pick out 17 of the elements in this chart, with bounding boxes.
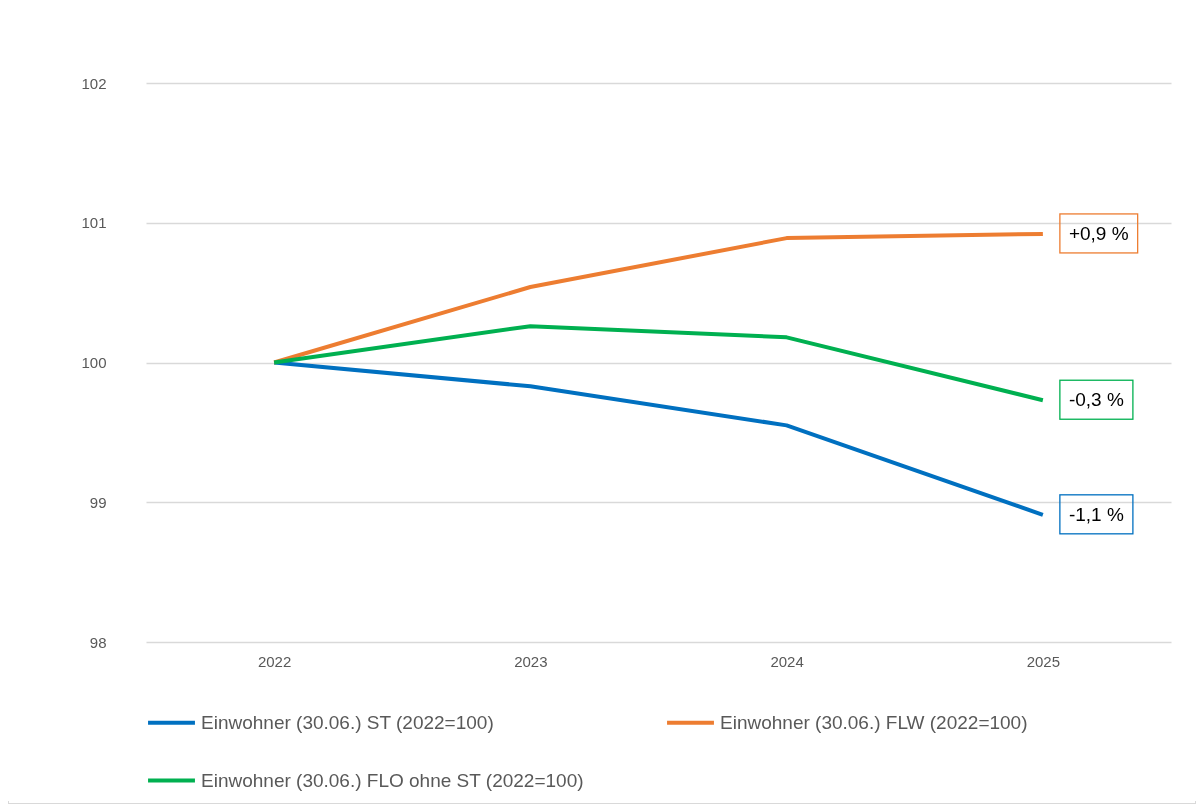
x-tick-label: 2024 (770, 652, 804, 670)
y-tick-label: 99 (89, 493, 107, 511)
annotation: -1,1 % (1068, 503, 1124, 525)
legend-label: Einwohner (30.06.) ST (2022=100) (201, 711, 494, 733)
y-tick-label: 100 (81, 354, 107, 371)
line-series (272, 324, 1045, 403)
y-tick-label: 102 (81, 74, 107, 92)
legend-label: Einwohner (30.06.) FLW (2022=100) (720, 711, 1028, 733)
x-tick-label: 2023 (514, 652, 548, 670)
x-tick-label: 2022 (257, 652, 292, 670)
line-series (272, 360, 1045, 517)
annotation: +0,9 % (1068, 222, 1129, 244)
x-tick-label: 2025 (1026, 652, 1061, 670)
y-tick-label: 101 (81, 214, 107, 232)
y-tick-label: 98 (89, 633, 107, 651)
annotation: -0,3 % (1068, 389, 1124, 411)
legend-label: Einwohner (30.06.) FLO ohne ST (2022=100) (201, 769, 584, 791)
